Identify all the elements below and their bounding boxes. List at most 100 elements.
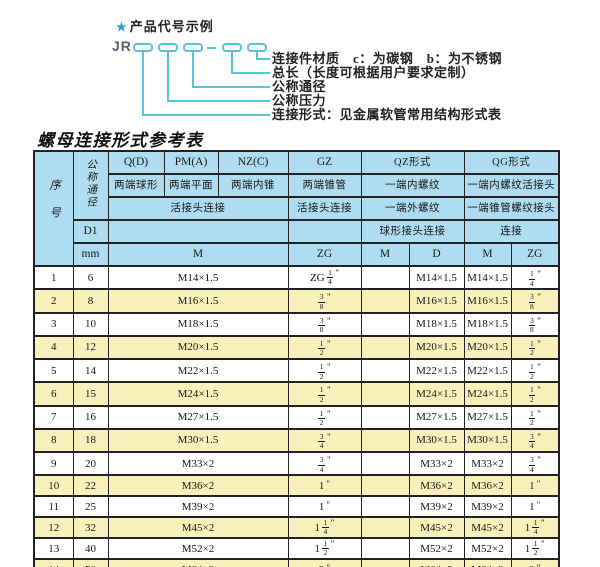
fraction-denominator: 8 xyxy=(319,325,324,335)
header-row-4: D1 球形接头连接 连接 xyxy=(34,219,560,244)
header-gz-desc: 两端锥管 xyxy=(287,173,362,198)
cell-qg-m: M18×1.5 xyxy=(463,311,512,337)
connector-hline-1 xyxy=(142,114,270,116)
cell-diameter: 25 xyxy=(72,495,109,519)
header-qg-zg: ZG xyxy=(510,242,560,267)
header-zg-gz: ZG xyxy=(287,242,362,267)
whole-number: 1 xyxy=(314,542,321,555)
fraction-denominator: 2 xyxy=(323,548,328,558)
code-dash xyxy=(207,47,216,49)
fraction-numerator: 1 xyxy=(318,385,326,396)
cell-diameter: 12 xyxy=(72,334,109,361)
code-box-2 xyxy=(158,43,178,52)
header-qz-connection: 球形接头连接 xyxy=(360,219,465,244)
cell-qg-m: M14×1.5 xyxy=(463,264,512,291)
inch-mark: " xyxy=(537,292,541,303)
pipe-size-value: 2" xyxy=(319,563,330,567)
cell-qg-zg: 1 1 4 " xyxy=(510,516,560,540)
inch-mark: " xyxy=(327,362,331,372)
header-row-1: 序号 公称通径 Q(D) PM(A) NZ(C) GZ QZ形式 QG形式 xyxy=(33,150,560,267)
diagram-label-pressure: 公称压力 xyxy=(272,93,327,108)
header-qz-desc2: 一端外螺纹 xyxy=(360,196,465,221)
cell-qg-zg: 3 4 " xyxy=(510,450,560,477)
cell-gz-zg: 1 2 " xyxy=(287,357,362,384)
inch-mark: " xyxy=(537,431,541,442)
cell-diameter: 18 xyxy=(72,427,109,454)
inch-mark: " xyxy=(330,517,335,528)
table-body: 1 6 M14×1.5 ZG 1 4 " M14×1.5 M14×1.5 1 4 " 2 8 M16×1.5… xyxy=(33,264,560,567)
fraction-numerator: 1 xyxy=(322,538,329,550)
cell-gz-zg: 1 1 2 " xyxy=(287,537,362,561)
table-title: 螺母连接形式参考表 xyxy=(37,131,204,150)
cell-gz-zg: 1 " xyxy=(287,474,362,498)
diagram-label-material: 连接件材质 c：为碳钢 b：为不锈钢 xyxy=(272,51,503,66)
cell-qz-d: M36×2 xyxy=(408,474,465,498)
cell-diameter: 22 xyxy=(72,474,109,498)
fraction-denominator: 8 xyxy=(530,301,534,311)
cell-diameter: 40 xyxy=(72,537,109,561)
fraction-numerator: 1 xyxy=(528,385,536,396)
cell-thread-m: M22×1.5 xyxy=(107,357,289,384)
pipe-size-value: 3 8 " xyxy=(318,315,331,335)
cell-qz-m xyxy=(360,537,410,561)
header-qz-desc1: 一端内螺纹 xyxy=(360,173,465,198)
fraction-numerator: 1 xyxy=(528,338,536,350)
cell-qg-zg: 3 4 " xyxy=(510,427,560,454)
fraction-numerator: 3 xyxy=(318,431,326,443)
table-row: 5 14 M22×1.5 1 2 " M22×1.5 M22×1.5 1 2 " xyxy=(33,357,560,384)
pipe-size-value: 1 1 4 " xyxy=(525,517,545,537)
cell-qg-m: M27×1.5 xyxy=(463,404,512,430)
header-qz-d: D xyxy=(408,242,465,267)
fraction-numerator: 1 xyxy=(326,267,334,279)
cell-diameter: 8 xyxy=(72,288,109,314)
cell-thread-m: M30×1.5 xyxy=(107,427,289,454)
fraction-numerator: 3 xyxy=(318,315,326,327)
cell-qz-d: M64×2 xyxy=(408,558,465,567)
cell-serial: 7 xyxy=(33,404,74,430)
header-qg-desc1: 一端内螺纹活接头 xyxy=(463,173,560,198)
cell-thread-m: M20×1.5 xyxy=(107,334,289,361)
pipe-size-value: 3 4 " xyxy=(528,431,541,450)
pipe-size-value: 3 4 " xyxy=(528,455,541,473)
diagram-label-diameter: 公称通径 xyxy=(272,79,327,94)
cell-qz-m xyxy=(360,474,410,498)
cell-gz-zg: 3 4 " xyxy=(287,427,362,454)
table-row: 13 40 M52×2 1 1 2 " M52×2 M52×2 1 1 2 " xyxy=(33,537,560,561)
header-qg-connection: 连接 xyxy=(463,219,560,244)
fraction-denominator: 2 xyxy=(530,348,534,358)
whole-number: 1 xyxy=(529,500,535,513)
cell-gz-zg: 3 8 " xyxy=(287,288,362,314)
connector-vline-2 xyxy=(167,52,169,102)
table-header: 序号 公称通径 Q(D) PM(A) NZ(C) GZ QZ形式 QG形式 两端… xyxy=(33,150,560,267)
fraction-denominator: 4 xyxy=(533,527,538,537)
pipe-size-value: 1 1 4 " xyxy=(315,517,335,536)
pipe-size-value: 2" xyxy=(529,563,541,567)
cell-qg-zg: 1 " xyxy=(510,474,560,498)
inch-mark: " xyxy=(537,563,541,567)
cell-qz-d: M39×2 xyxy=(408,495,465,519)
cell-qz-m xyxy=(360,264,410,291)
cell-diameter: 15 xyxy=(72,381,109,407)
inch-mark: " xyxy=(326,478,331,489)
pipe-size-value: 1 2 " xyxy=(528,362,541,381)
pipe-size-value: 1 2 " xyxy=(318,362,331,380)
cell-serial: 6 xyxy=(33,381,74,407)
cell-gz-zg: 1 " xyxy=(287,495,362,519)
table-row: 6 15 M24×1.5 1 2 " M24×1.5 M24×1.5 1 2 " xyxy=(33,381,560,407)
fraction-numerator: 1 xyxy=(532,517,540,529)
cell-qg-m: M45×2 xyxy=(463,516,512,540)
cell-qz-m xyxy=(360,450,410,477)
fraction-denominator: 2 xyxy=(530,371,534,381)
cell-thread-m: M36×2 xyxy=(107,474,289,498)
